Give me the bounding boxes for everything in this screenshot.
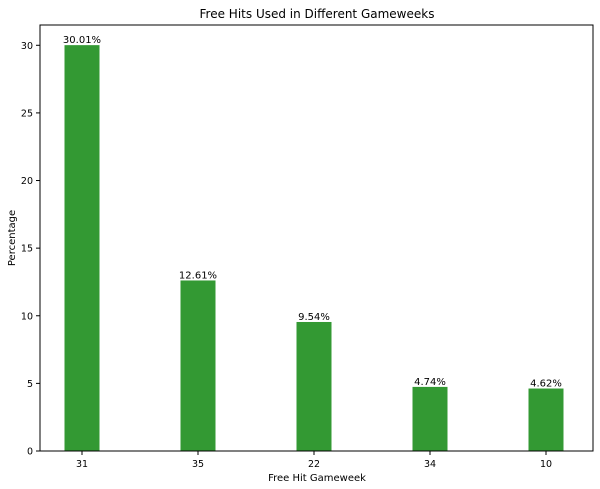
data-label-10: 4.62% (530, 379, 562, 390)
x-tick-label-35: 35 (192, 459, 204, 470)
y-tick-label-5: 5 (27, 379, 33, 390)
bar-10 (528, 388, 564, 451)
y-axis-label: Percentage (7, 210, 18, 266)
y-tick-label-15: 15 (21, 244, 33, 255)
x-axis-label: Free Hit Gameweek (268, 473, 366, 484)
plot-frame (39, 24, 594, 452)
data-label-22: 9.54% (298, 312, 330, 323)
x-tick-label-22: 22 (308, 459, 320, 470)
data-label-31: 30.01% (63, 35, 101, 46)
bar-35 (180, 280, 216, 451)
y-tick-label-20: 20 (21, 176, 33, 187)
x-tick-label-34: 34 (424, 459, 436, 470)
y-tick-label-25: 25 (21, 108, 33, 119)
bar-31 (64, 45, 100, 451)
y-tick-label-10: 10 (21, 311, 33, 322)
x-tick-label-10: 10 (540, 459, 552, 470)
data-label-35: 12.61% (179, 270, 217, 281)
y-tick-label-0: 0 (27, 447, 33, 458)
bars-group: 30.01% 12.61% 9.54% 4.74% 4.62% (63, 35, 564, 451)
bar-22 (296, 321, 332, 451)
y-axis: 0 5 10 15 20 25 30 (21, 41, 40, 458)
x-axis: 31 35 22 34 10 (76, 451, 552, 470)
bar-34 (412, 386, 448, 451)
data-label-34: 4.74% (414, 377, 446, 388)
x-tick-label-31: 31 (76, 459, 88, 470)
chart-title: Free Hits Used in Different Gameweeks (200, 7, 435, 21)
y-tick-label-30: 30 (21, 41, 33, 52)
